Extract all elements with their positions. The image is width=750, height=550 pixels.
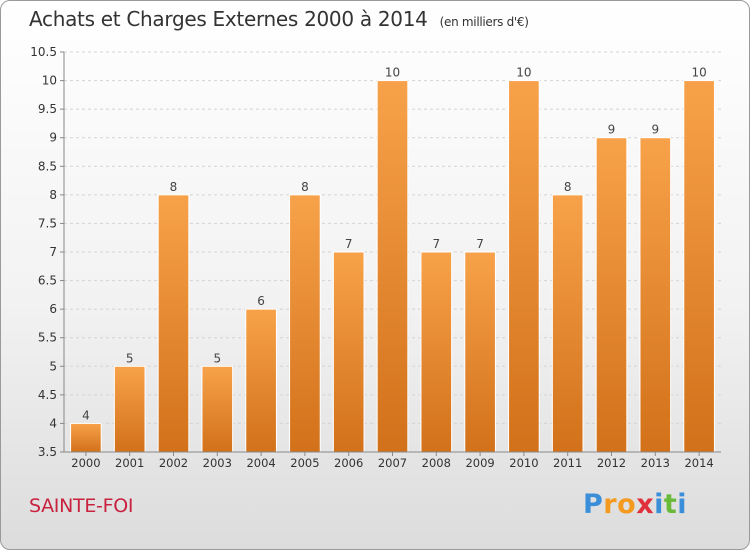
bar bbox=[551, 194, 584, 453]
x-tick-label: 2008 bbox=[422, 456, 451, 470]
bar-value-label: 5 bbox=[126, 351, 134, 365]
bar-value-label: 9 bbox=[651, 123, 659, 137]
x-tick-label: 2005 bbox=[290, 456, 319, 470]
bar-value-label: 6 bbox=[257, 294, 265, 308]
chart-title: Achats et Charges Externes 2000 à 2014 (… bbox=[29, 7, 529, 31]
bar-value-label: 7 bbox=[345, 237, 353, 251]
proxiti-logo: Proxiti bbox=[583, 489, 687, 520]
logo-letter: x bbox=[636, 489, 655, 520]
bar bbox=[201, 365, 234, 453]
bars: 4 5 8 5 6 8 7 10 7 7 10 8 9 9 10 bbox=[70, 66, 715, 453]
logo-letter: P bbox=[583, 489, 604, 520]
bar-value-label: 10 bbox=[691, 66, 706, 80]
y-tick-label: 5.5 bbox=[38, 331, 57, 345]
bar bbox=[683, 80, 715, 453]
bar bbox=[595, 137, 628, 453]
bar bbox=[113, 365, 146, 453]
x-tick-label: 2000 bbox=[71, 456, 100, 470]
x-tick-label: 2012 bbox=[597, 456, 626, 470]
bar-value-label: 5 bbox=[213, 351, 221, 365]
x-tick-label: 2011 bbox=[553, 456, 582, 470]
x-tick-label: 2002 bbox=[159, 456, 188, 470]
bar-value-label: 10 bbox=[516, 66, 531, 80]
y-tick-label: 7.5 bbox=[38, 216, 57, 230]
bar-value-label: 10 bbox=[385, 66, 400, 80]
logo-letter: t bbox=[663, 489, 678, 520]
bar bbox=[464, 251, 496, 453]
y-tick-label: 9.5 bbox=[38, 102, 57, 116]
bar bbox=[420, 251, 453, 453]
bar-value-label: 4 bbox=[82, 408, 90, 422]
y-tick-label: 9 bbox=[49, 131, 57, 145]
x-tick-label: 2010 bbox=[509, 456, 538, 470]
bar-value-label: 7 bbox=[476, 237, 484, 251]
bar bbox=[508, 80, 540, 453]
bar-value-label: 8 bbox=[301, 180, 309, 194]
bar bbox=[157, 194, 190, 453]
x-tick-label: 2013 bbox=[641, 456, 670, 470]
y-tick-label: 10 bbox=[42, 74, 57, 88]
bar bbox=[332, 251, 365, 453]
x-tick-label: 2014 bbox=[684, 456, 713, 470]
logo-letter: o bbox=[617, 489, 637, 520]
x-tick-label: 2007 bbox=[378, 456, 407, 470]
y-tick-label: 5 bbox=[49, 359, 57, 373]
y-tick-label: 3.5 bbox=[38, 445, 57, 459]
bar bbox=[245, 308, 277, 453]
bar bbox=[289, 194, 321, 453]
bar-value-label: 7 bbox=[432, 237, 440, 251]
x-tick-label: 2009 bbox=[465, 456, 494, 470]
axes: 3.5 4 4.5 5 5.5 6 6.5 7 7.5 8 8.5 9 9.5 10 10.5 2000 200… bbox=[30, 45, 721, 470]
x-tick-label: 2001 bbox=[115, 456, 144, 470]
y-tick-label: 7 bbox=[49, 245, 57, 259]
y-tick-label: 8.5 bbox=[38, 159, 57, 173]
x-tick-label: 2006 bbox=[334, 456, 363, 470]
bar-value-label: 8 bbox=[170, 180, 178, 194]
x-tick-label: 2003 bbox=[203, 456, 232, 470]
chart-title-text: Achats et Charges Externes 2000 à 2014 bbox=[29, 7, 428, 31]
bar-value-label: 9 bbox=[608, 123, 616, 137]
y-tick-label: 6 bbox=[49, 302, 57, 316]
bar bbox=[376, 80, 409, 453]
x-tick-label: 2004 bbox=[246, 456, 275, 470]
logo-letter: i bbox=[654, 489, 664, 520]
logo-letter: i bbox=[677, 489, 688, 520]
bar bbox=[639, 137, 672, 453]
chart-unit-label: (en milliers d'€) bbox=[439, 15, 529, 29]
location-label: SAINTE-FOI bbox=[29, 495, 134, 517]
y-tick-label: 4.5 bbox=[38, 388, 57, 402]
y-tick-label: 6.5 bbox=[38, 274, 57, 288]
y-tick-label: 4 bbox=[49, 416, 57, 430]
bar-value-label: 8 bbox=[564, 180, 572, 194]
bar bbox=[70, 422, 102, 453]
y-tick-label: 10.5 bbox=[30, 45, 57, 59]
logo-letter: r bbox=[603, 489, 618, 520]
y-tick-label: 8 bbox=[49, 188, 57, 202]
